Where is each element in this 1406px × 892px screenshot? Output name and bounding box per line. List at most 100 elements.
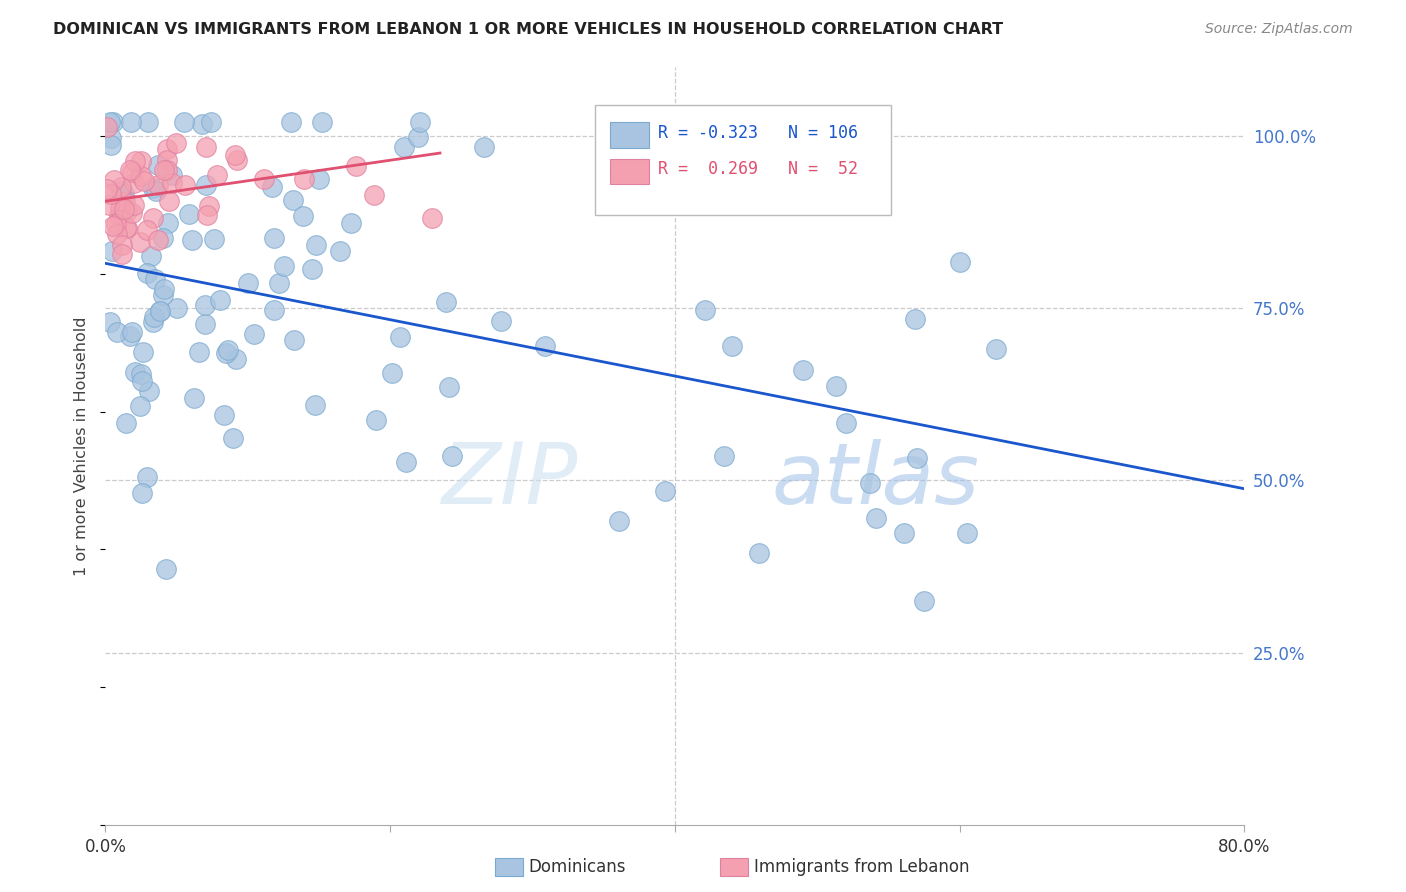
Point (156, 216, 179, 230)
FancyBboxPatch shape (610, 122, 648, 148)
Point (138, 115, 160, 129)
Point (263, 303, 285, 318)
FancyBboxPatch shape (595, 105, 891, 215)
Point (217, 343, 239, 358)
Point (408, 129, 430, 144)
FancyBboxPatch shape (610, 159, 648, 185)
Point (118, 329, 141, 343)
Point (124, 365, 146, 379)
Point (212, 408, 235, 422)
Point (267, 276, 290, 290)
Point (131, 486, 153, 500)
Point (128, 399, 150, 413)
Point (103, 173, 125, 187)
Point (187, 344, 209, 359)
Text: R =  0.269   N =  52: R = 0.269 N = 52 (658, 161, 858, 178)
Point (108, 201, 131, 215)
Point (721, 339, 744, 353)
Point (156, 163, 179, 178)
Point (152, 287, 174, 301)
Point (489, 314, 512, 328)
Point (115, 220, 138, 235)
Point (224, 148, 246, 162)
Point (142, 211, 165, 225)
Point (145, 184, 167, 198)
Point (100, 187, 122, 202)
Point (160, 176, 183, 190)
Point (132, 174, 155, 188)
Point (304, 398, 326, 412)
Point (156, 142, 179, 156)
Point (329, 244, 352, 259)
Point (112, 190, 135, 204)
Point (389, 330, 412, 344)
Y-axis label: 1 or more Vehicles in Household: 1 or more Vehicles in Household (75, 317, 90, 575)
Point (132, 344, 155, 359)
Point (96, 182, 118, 196)
Text: atlas: atlas (772, 439, 980, 522)
Point (194, 298, 217, 312)
Point (301, 262, 323, 277)
Point (859, 476, 882, 491)
Point (152, 282, 174, 296)
Point (181, 234, 204, 248)
Point (225, 351, 247, 366)
Point (115, 416, 138, 430)
Point (143, 271, 166, 285)
Point (748, 545, 770, 559)
Point (129, 169, 152, 183)
Point (280, 115, 302, 129)
Point (607, 514, 630, 528)
Point (96, 120, 118, 134)
Point (118, 162, 141, 177)
Point (124, 154, 146, 169)
Point (243, 326, 266, 341)
Point (135, 223, 157, 237)
Point (114, 194, 136, 209)
Point (364, 413, 387, 427)
Point (120, 115, 142, 129)
Point (202, 232, 225, 246)
Point (292, 209, 315, 223)
Point (155, 153, 177, 168)
Point (153, 163, 176, 178)
Point (148, 233, 170, 247)
Point (194, 140, 217, 154)
Point (439, 380, 461, 394)
Point (713, 450, 735, 464)
Point (129, 153, 152, 168)
Point (363, 187, 385, 202)
Point (142, 181, 165, 195)
Point (105, 325, 128, 339)
Point (173, 115, 195, 129)
Point (395, 455, 418, 469)
Point (380, 366, 402, 380)
Point (440, 449, 463, 463)
Point (165, 136, 187, 150)
Point (195, 178, 218, 193)
Point (166, 301, 188, 315)
Point (209, 293, 232, 308)
Point (142, 310, 165, 324)
Text: Source: ZipAtlas.com: Source: ZipAtlas.com (1205, 22, 1353, 37)
Point (110, 202, 132, 217)
Point (121, 326, 143, 340)
Text: DOMINICAN VS IMMIGRANTS FROM LEBANON 1 OR MORE VEHICLES IN HOUSEHOLD CORRELATION: DOMINICAN VS IMMIGRANTS FROM LEBANON 1 O… (53, 22, 1004, 37)
Point (253, 172, 276, 186)
Point (139, 249, 162, 263)
Point (215, 346, 238, 360)
Point (436, 294, 458, 309)
Point (236, 276, 259, 290)
Point (149, 303, 172, 318)
Point (420, 211, 443, 226)
Point (905, 451, 928, 466)
Text: Immigrants from Lebanon: Immigrants from Lebanon (754, 858, 969, 876)
Point (984, 342, 1007, 356)
Point (344, 159, 367, 173)
Point (110, 180, 132, 194)
Point (111, 247, 134, 261)
Point (121, 164, 143, 178)
Point (792, 363, 814, 377)
Point (194, 317, 217, 331)
Point (394, 139, 416, 153)
